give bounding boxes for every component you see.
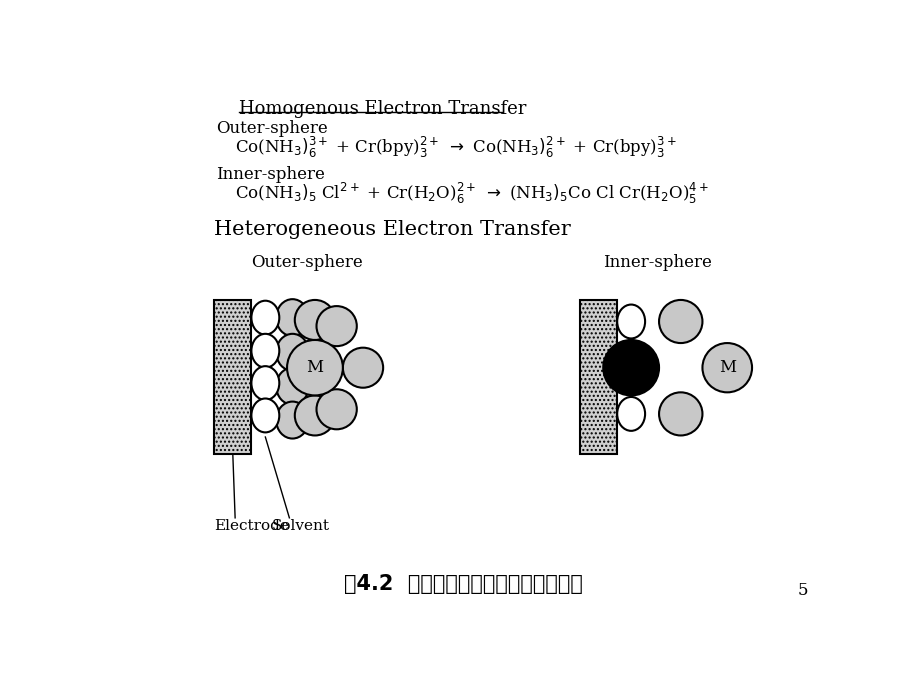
Bar <box>214 300 251 454</box>
Ellipse shape <box>276 299 309 336</box>
Ellipse shape <box>276 402 309 439</box>
Ellipse shape <box>251 301 279 335</box>
Text: Solvent: Solvent <box>271 520 329 533</box>
Text: Inner-sphere: Inner-sphere <box>216 166 324 183</box>
Circle shape <box>294 300 335 340</box>
Ellipse shape <box>251 399 279 433</box>
Text: 5: 5 <box>798 582 808 599</box>
Ellipse shape <box>276 368 309 404</box>
Text: Co(NH$_3)_6^{3+}$ + Cr(bpy)$_3^{2+}$ $\rightarrow$ Co(NH$_3)_6^{2+}$ + Cr(bpy)$_: Co(NH$_3)_6^{3+}$ + Cr(bpy)$_3^{2+}$ $\r… <box>235 135 676 160</box>
Circle shape <box>702 343 751 393</box>
Text: Co(NH$_3)_5$ Cl$^{2+}$ + Cr(H$_2$O)$_6^{2+}$ $\rightarrow$ (NH$_3)_5$Co Cl Cr(H$: Co(NH$_3)_5$ Cl$^{2+}$ + Cr(H$_2$O)$_6^{… <box>235 181 709 206</box>
Text: Outer-sphere: Outer-sphere <box>251 254 363 270</box>
Circle shape <box>287 340 343 395</box>
Ellipse shape <box>276 334 309 371</box>
Text: Inner-sphere: Inner-sphere <box>603 254 711 270</box>
Circle shape <box>294 395 335 435</box>
Text: 图4.2  外层和内层电子转移反应示意图: 图4.2 外层和内层电子转移反应示意图 <box>344 574 583 594</box>
Text: M: M <box>718 359 735 376</box>
Ellipse shape <box>617 304 644 338</box>
Circle shape <box>316 306 357 346</box>
Text: Heterogeneous Electron Transfer: Heterogeneous Electron Transfer <box>214 220 571 239</box>
Circle shape <box>343 348 382 388</box>
Text: Homogenous Electron Transfer: Homogenous Electron Transfer <box>239 100 526 118</box>
Circle shape <box>603 340 658 395</box>
Ellipse shape <box>251 334 279 368</box>
Circle shape <box>658 300 702 343</box>
Ellipse shape <box>617 397 644 431</box>
Ellipse shape <box>251 366 279 400</box>
Text: Outer-sphere: Outer-sphere <box>216 120 327 137</box>
Text: M: M <box>306 359 323 376</box>
Circle shape <box>316 389 357 429</box>
Text: Electrode: Electrode <box>214 520 289 533</box>
Bar <box>579 300 617 454</box>
Circle shape <box>658 393 702 435</box>
